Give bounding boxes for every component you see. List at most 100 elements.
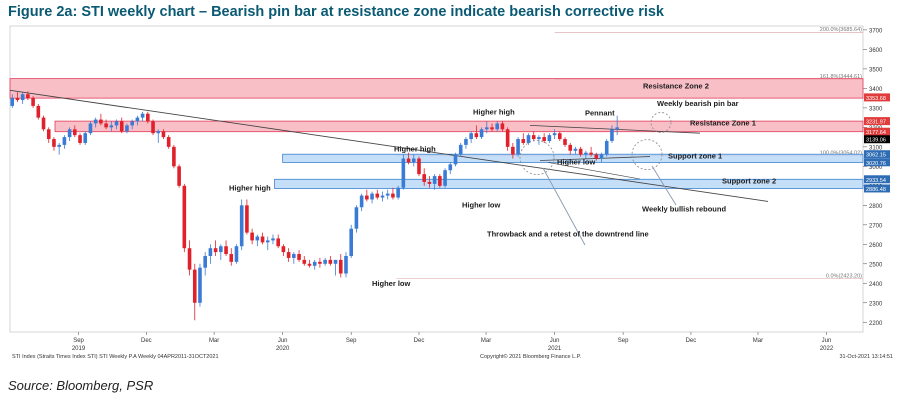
candle-body [255,236,260,241]
zone-band [274,178,864,189]
y-tick-label: 3000 [869,165,883,171]
price-tag [864,127,890,136]
candle-body [333,259,338,264]
candle-body [292,254,296,258]
candle-body [114,121,119,126]
candle-body [396,187,400,198]
candle-body [604,140,609,155]
candle-body [130,121,134,126]
y-tick-label: 2300 [869,301,883,307]
candle-body [78,135,82,143]
candle-body [365,195,369,200]
annotation-label: Weekly bearish pin bar [657,99,739,108]
y-tick-label: 3400 [869,87,883,93]
candle-body [526,135,531,143]
candle-body [219,246,223,253]
candle-body [578,148,583,155]
x-year-label: 2022 [820,346,834,352]
candle-body [443,170,447,186]
candle-body [297,254,301,260]
candle-body [245,205,249,233]
candle-body [406,158,411,163]
price-tag-label: 3062.15 [866,153,886,159]
price-tag-label: 3139.06 [866,138,886,144]
candle-body [36,105,41,118]
footer-left: STI Index (Straits Times Index STI) STI … [12,354,219,360]
candle-body [500,123,505,130]
candle-body [286,252,291,258]
y-tick-label: 2700 [869,223,883,229]
y-tick-label: 3700 [869,28,883,34]
y-tick-label: 3600 [869,48,883,54]
x-tick-label: Dec [686,338,697,344]
candle-body [537,137,541,140]
x-tick-label: Mar [209,338,219,344]
candle-body [505,129,510,147]
x-year-label: 2021 [548,346,562,352]
candle-body [109,125,114,128]
candle-body [46,129,51,140]
candle-body [192,269,197,303]
candle-body [15,98,20,101]
candle-body [349,228,353,256]
rebound-circle [631,139,663,171]
candle-body [417,158,421,175]
candle-body [531,135,536,140]
candle-body [151,121,155,134]
annotation-label: Weekly bullish rebound [642,205,726,214]
y-tick-label: 3300 [869,106,883,112]
candle-body [328,259,333,264]
throwback-arrow [542,167,586,246]
candle-body [146,113,150,122]
candle-body [453,154,458,165]
zone-band [9,78,864,99]
zone-label: Resistance Zone 2 [643,81,709,90]
candle-body [57,144,61,147]
price-tag-label: 2933.54 [866,178,886,184]
downtrend-line [9,89,769,202]
annotation-label: Higher low [372,279,411,288]
candle-body [547,135,552,141]
candle-body [104,123,108,128]
candle-body [20,94,25,101]
y-tick-label: 3500 [869,67,883,73]
annotation-label: Higher low [557,157,596,166]
x-year-label: 2020 [276,346,290,352]
annotation-label: Higher low [462,200,501,209]
candle-body [511,146,515,155]
candle-body [338,259,343,274]
y-tick-label: 3100 [869,145,883,151]
candle-body [26,94,30,99]
fib-level-label: 200.0%(3685.64) [820,27,862,33]
candle-body [229,254,234,262]
candle-body [99,119,103,124]
candle-body [610,129,614,141]
candle-body [271,238,275,241]
candle-body [354,207,359,229]
price-tag-label: 2886.48 [866,187,886,193]
candle-body [234,246,239,262]
candle-body [177,166,181,186]
candle-body [464,139,468,145]
zone-label: Support zone 2 [722,176,776,185]
candle-body [62,137,67,145]
candle-body [552,133,557,136]
y-tick-label: 2400 [869,282,883,288]
candle-body [359,195,364,208]
price-tag-label: 3020.76 [866,161,886,167]
rebound-arrow [651,165,677,206]
fib-level-label: 100.0%(3054.02) [820,150,862,156]
candle-body [385,193,390,196]
candle-body [427,181,432,184]
annotation-label: Higher high [229,184,271,193]
price-tag [864,158,890,167]
candle-body [166,137,171,147]
candle-body [265,240,270,243]
candle-body [563,139,567,145]
source-note: Source: Bloomberg, PSR [8,378,154,393]
zone-band [54,120,864,133]
annotation-label: Pennant [585,109,615,118]
candle-body [41,117,46,130]
candle-body [88,123,93,134]
